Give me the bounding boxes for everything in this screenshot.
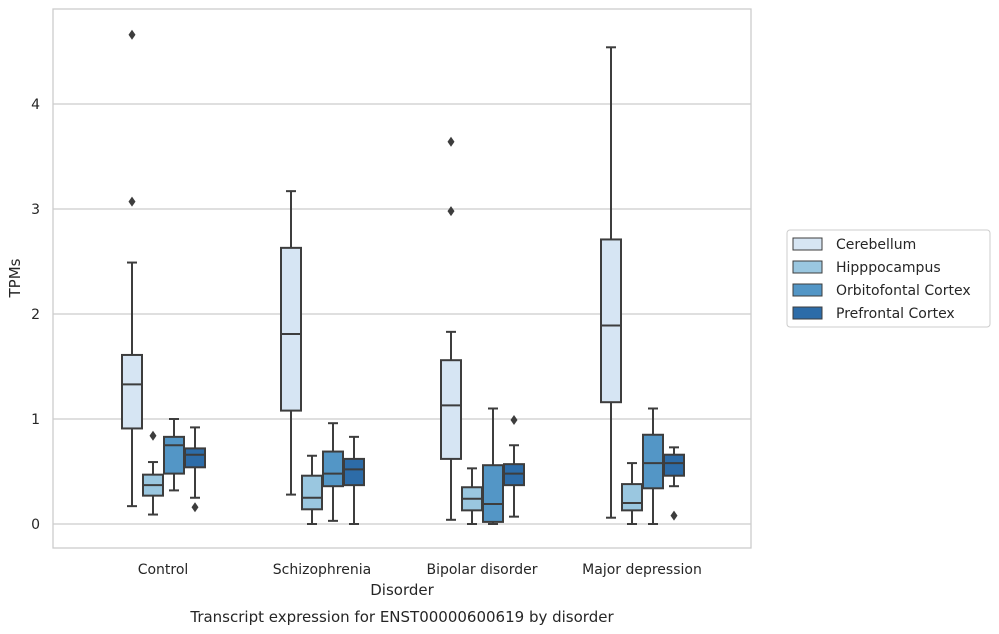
x-tick-label: Control xyxy=(138,562,189,578)
legend-swatch xyxy=(792,237,823,251)
box xyxy=(301,454,323,525)
box-series xyxy=(121,29,685,525)
box xyxy=(142,430,164,516)
box-iqr xyxy=(322,450,344,488)
box-iqr xyxy=(301,474,323,511)
legend-swatch xyxy=(792,260,823,274)
y-tick-label: 1 xyxy=(31,412,40,428)
y-tick-label: 3 xyxy=(31,202,40,218)
box-iqr xyxy=(600,238,622,404)
box xyxy=(482,407,504,525)
x-tick-label: Major depression xyxy=(582,562,702,578)
outlier-point xyxy=(510,415,518,426)
series-hipppocampus xyxy=(142,430,643,525)
outlier-point xyxy=(128,29,136,40)
legend-label: Orbitofontal Cortex xyxy=(836,283,971,299)
box-iqr xyxy=(280,246,302,412)
box-iqr xyxy=(163,435,185,475)
legend-frame xyxy=(786,229,991,328)
outlier-point xyxy=(191,502,199,513)
box-iqr xyxy=(440,359,462,460)
box-iqr xyxy=(482,464,504,523)
legend-swatch xyxy=(792,306,823,320)
box xyxy=(621,462,643,525)
series-cerebellum xyxy=(121,29,622,521)
box xyxy=(121,29,143,508)
box xyxy=(440,136,462,521)
y-axis: 0 1 2 3 4 xyxy=(31,97,40,533)
box xyxy=(642,407,664,525)
chart-caption: Transcript expression for ENST0000060061… xyxy=(189,608,614,626)
box-iqr xyxy=(642,433,664,490)
box xyxy=(461,467,483,525)
y-tick-label: 4 xyxy=(31,97,40,113)
legend-label: Cerebellum xyxy=(836,237,916,253)
box xyxy=(322,422,344,522)
box-iqr xyxy=(621,483,643,512)
y-tick-label: 0 xyxy=(31,517,40,533)
box xyxy=(184,426,206,513)
outlier-point xyxy=(670,510,678,521)
box-iqr xyxy=(663,453,685,477)
y-tick-label: 2 xyxy=(31,307,40,323)
box-iqr xyxy=(121,353,143,430)
x-tick-label: Bipolar disorder xyxy=(426,562,537,578)
box xyxy=(343,435,365,525)
box xyxy=(663,446,685,521)
outlier-point xyxy=(447,206,455,217)
legend-label: Prefrontal Cortex xyxy=(836,306,955,322)
box xyxy=(503,415,525,518)
series-prefrontal-cortex xyxy=(184,415,685,525)
legend-label: Hipppocampus xyxy=(836,260,941,276)
y-axis-label: TPMs xyxy=(6,258,24,298)
legend-swatch xyxy=(792,283,823,297)
x-tick-label: Schizophrenia xyxy=(273,562,371,578)
outlier-point xyxy=(447,136,455,147)
x-axis-label: Disorder xyxy=(370,581,434,599)
outlier-point xyxy=(149,430,157,441)
box xyxy=(280,190,302,496)
x-axis: Control Schizophrenia Bipolar disorder Majo… xyxy=(138,562,702,578)
box xyxy=(163,418,185,492)
series-orbitofontal-cortex xyxy=(163,407,664,525)
plot-frame xyxy=(52,8,752,549)
box xyxy=(600,46,622,519)
box-iqr xyxy=(343,457,365,487)
legend: Cerebellum Hipppocampus Orbitofontal Corte… xyxy=(786,229,991,328)
box-iqr xyxy=(503,463,525,487)
outlier-point xyxy=(128,196,136,207)
box-iqr xyxy=(184,447,206,469)
